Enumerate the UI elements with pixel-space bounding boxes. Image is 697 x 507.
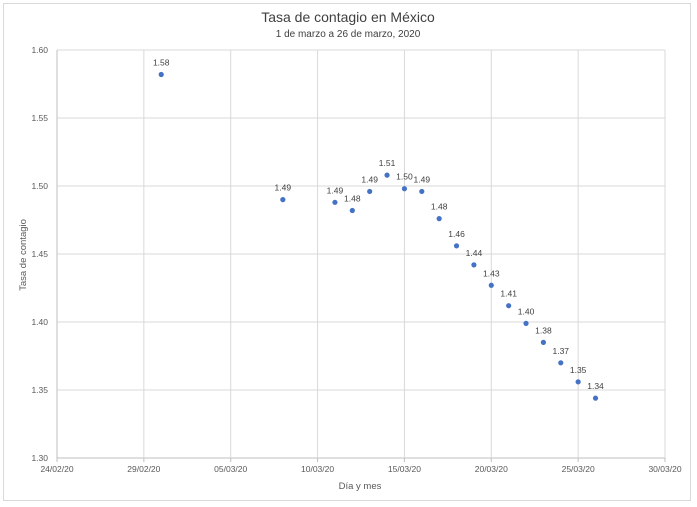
chart-title: Tasa de contagio en México <box>261 9 435 25</box>
y-tick-label: 1.50 <box>31 181 48 191</box>
x-axis-label: Día y mes <box>339 481 382 492</box>
data-label: 1.37 <box>552 346 569 356</box>
data-point <box>488 282 494 288</box>
data-points <box>158 71 599 401</box>
chart-area <box>3 3 691 501</box>
x-axis-ticks: 24/02/20 29/02/20 05/03/20 10/03/20 15/03/20… <box>40 464 681 474</box>
y-tick-label: 1.55 <box>31 113 48 123</box>
y-tick-label: 1.40 <box>31 317 48 327</box>
data-label: 1.49 <box>327 185 344 195</box>
data-point <box>367 188 373 195</box>
gridlines <box>56 49 666 462</box>
data-label: 1.41 <box>500 289 517 299</box>
data-label: 1.48 <box>344 193 361 203</box>
y-tick-label: 1.35 <box>31 385 48 395</box>
data-point <box>349 207 355 214</box>
y-axis-ticks: 1.30 1.35 1.40 1.45 1.50 1.55 1.60 <box>31 45 48 463</box>
data-point <box>558 360 564 366</box>
data-label: 1.35 <box>570 365 587 375</box>
data-label: 1.49 <box>275 183 292 193</box>
x-tick-label: 25/03/20 <box>562 464 595 474</box>
x-tick-label: 30/03/20 <box>648 464 681 474</box>
y-axis-label: Tasa de contagio <box>18 219 29 291</box>
data-label: 1.48 <box>431 202 448 212</box>
data-point <box>575 379 581 385</box>
x-tick-label: 05/03/20 <box>214 464 247 474</box>
data-point <box>523 320 529 326</box>
y-tick-label: 1.45 <box>31 249 48 259</box>
x-tick-label: 10/03/20 <box>301 464 334 474</box>
data-point <box>401 186 408 192</box>
data-point <box>158 71 164 78</box>
data-point <box>471 262 477 268</box>
data-label: 1.49 <box>414 174 431 184</box>
data-label: 1.58 <box>153 57 170 67</box>
data-point <box>419 188 425 195</box>
data-label: 1.49 <box>361 174 378 184</box>
data-point <box>332 199 338 205</box>
data-label: 1.40 <box>518 306 535 316</box>
data-label: 1.34 <box>587 381 604 391</box>
data-point <box>506 303 512 309</box>
data-point <box>592 395 599 401</box>
data-point <box>540 339 547 345</box>
data-point <box>453 243 460 249</box>
data-point <box>280 197 286 203</box>
chart-subtitle: 1 de marzo a 26 de marzo, 2020 <box>276 29 421 40</box>
data-labels: 1.581.49 1.491.481.491.511.50 1.491.481.46… <box>153 57 604 391</box>
data-label: 1.46 <box>448 229 465 239</box>
y-tick-label: 1.30 <box>31 453 48 463</box>
data-label: 1.51 <box>379 158 396 168</box>
data-point <box>384 172 390 178</box>
x-tick-label: 20/03/20 <box>475 464 508 474</box>
x-tick-label: 24/02/20 <box>40 464 73 474</box>
x-tick-label: 15/03/20 <box>388 464 421 474</box>
data-label: 1.50 <box>396 172 413 182</box>
data-label: 1.43 <box>483 268 500 278</box>
data-point <box>436 216 442 222</box>
data-label: 1.44 <box>466 248 483 258</box>
y-tick-label: 1.60 <box>31 45 48 55</box>
data-label: 1.38 <box>535 325 552 335</box>
x-tick-label: 29/02/20 <box>127 464 160 474</box>
